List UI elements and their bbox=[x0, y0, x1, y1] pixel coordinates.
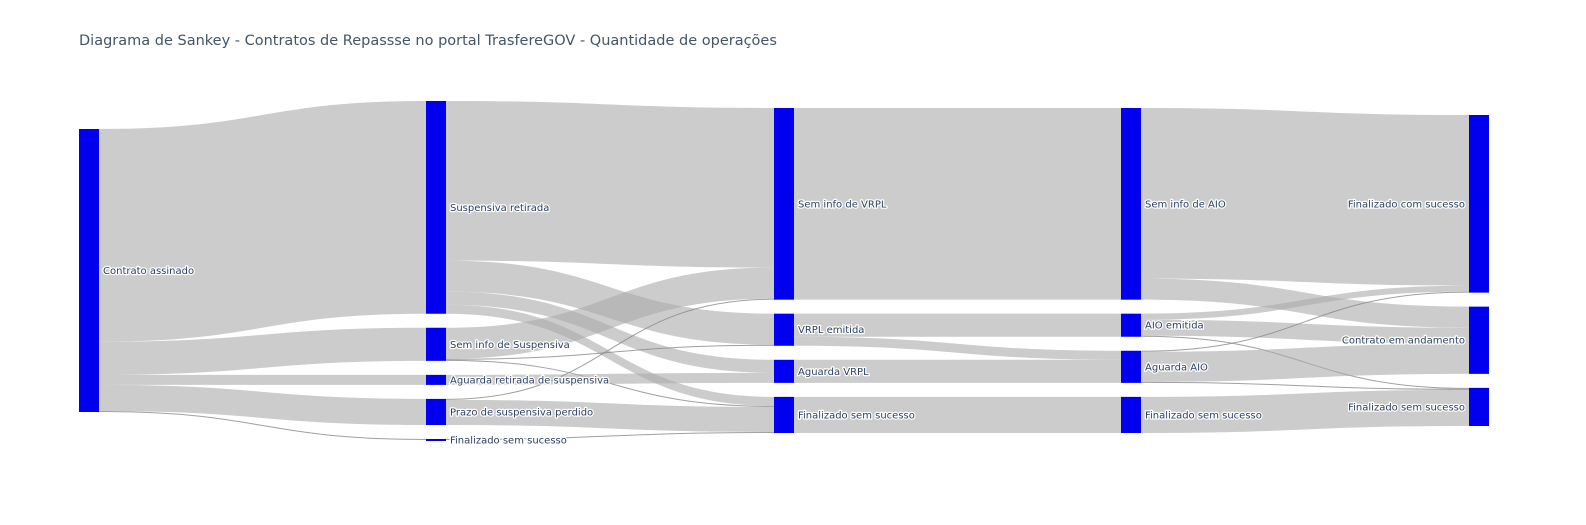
sankey-node-label-aguarda_aio: Aguarda AIO bbox=[1145, 362, 1208, 373]
sankey-labels: Contrato assinado Suspensiva retirada Sem … bbox=[102, 198, 1467, 448]
sankey-node-sem_info_aio bbox=[1121, 108, 1141, 300]
sankey-link-contrato_assinado-to-aguarda_retirada bbox=[99, 374, 426, 385]
sankey-link-contrato_assinado-to-sem_info_suspensiva bbox=[99, 327, 426, 375]
sankey-link-suspensiva_retirada-to-fin_sem_sucesso_2 bbox=[446, 304, 774, 406]
sankey-node-label-fin_sem_sucesso_2: Finalizado sem sucesso bbox=[798, 410, 915, 421]
sankey-link-sem_info_suspensiva-to-sem_info_vrpl bbox=[446, 267, 774, 359]
sankey-node-label-vrpl_emitida: VRPL emitida bbox=[798, 325, 864, 336]
sankey-link-suspensiva_retirada-to-aguarda_vrpl bbox=[446, 291, 774, 373]
sankey-node-label-fin_com_sucesso: Finalizado com sucesso bbox=[1348, 199, 1465, 210]
sankey-node-label-aguarda_vrpl: Aguarda VRPL bbox=[798, 367, 869, 378]
sankey-links bbox=[98, 101, 1470, 440]
sankey-link-suspensiva_retirada-to-sem_info_vrpl bbox=[446, 101, 774, 268]
sankey-link-contrato_assinado-to-fin_sem_sucesso_1 bbox=[98, 410, 427, 440]
sankey-node-sem_info_suspensiva bbox=[426, 327, 446, 361]
sankey-node-contrato_assinado bbox=[79, 129, 99, 412]
chart-title: Diagrama de Sankey - Contratos de Repass… bbox=[79, 33, 777, 49]
sankey-node-fin_sem_sucesso_3 bbox=[1121, 396, 1141, 433]
sankey-node-fin_sem_sucesso_2 bbox=[774, 396, 794, 433]
sankey-link-aio_emitida-to-contrato_andamento bbox=[1141, 319, 1469, 344]
sankey-link-sem_info_vrpl-to-sem_info_aio bbox=[794, 108, 1121, 300]
sankey-link-sem_info_suspensiva-to-vrpl_emitida bbox=[445, 344, 775, 360]
sankey-node-label-fin_sem_sucesso_4: Finalizado sem sucesso bbox=[1348, 402, 1465, 413]
sankey-node-vrpl_emitida bbox=[774, 313, 794, 346]
sankey-node-fin_com_sucesso bbox=[1469, 115, 1489, 293]
sankey-node-label-sem_info_vrpl: Sem info de VRPL bbox=[798, 199, 887, 210]
sankey-link-aguarda_retirada-to-aguarda_vrpl bbox=[446, 372, 774, 385]
sankey-node-prazo_perdido bbox=[426, 398, 446, 425]
sankey-link-vrpl_emitida-to-aio_emitida bbox=[794, 313, 1121, 337]
sankey-node-contrato_andamento bbox=[1469, 306, 1489, 374]
sankey-node-label-prazo_perdido: Prazo de suspensiva perdido bbox=[450, 407, 593, 418]
sankey-node-sem_info_vrpl bbox=[774, 108, 794, 300]
sankey-link-aguarda_aio-to-fin_sem_sucesso_4 bbox=[1140, 381, 1470, 390]
sankey-node-aio_emitida bbox=[1121, 313, 1141, 337]
sankey-node-fin_sem_sucesso_4 bbox=[1469, 387, 1489, 426]
sankey-node-label-sem_info_suspensiva: Sem info de Suspensiva bbox=[450, 340, 570, 351]
sankey-link-sem_info_aio-to-fin_com_sucesso bbox=[1141, 108, 1469, 286]
sankey-node-label-aio_emitida: AIO emitida bbox=[1145, 321, 1204, 332]
sankey-link-aio_emitida-to-fin_com_sucesso bbox=[1141, 285, 1469, 320]
sankey-link-contrato_assinado-to-suspensiva_retirada bbox=[99, 101, 426, 342]
sankey-link-prazo_perdido-to-sem_info_vrpl bbox=[445, 298, 775, 400]
sankey-node-aguarda_aio bbox=[1121, 350, 1141, 383]
sankey-node-label-fin_sem_sucesso_3: Finalizado sem sucesso bbox=[1145, 410, 1262, 421]
sankey-node-aguarda_retirada bbox=[426, 374, 446, 385]
sankey-node-label-contrato_andamento: Contrato em andamento bbox=[1342, 336, 1465, 347]
sankey-link-aguarda_aio-to-contrato_andamento bbox=[1141, 343, 1469, 382]
sankey-node-label-sem_info_aio: Sem info de AIO bbox=[1145, 199, 1226, 210]
sankey-node-label-fin_sem_sucesso_1: Finalizado sem sucesso bbox=[450, 435, 567, 446]
sankey-node-label-aguarda_retirada: Aguarda retirada de suspensiva bbox=[450, 375, 609, 386]
sankey-link-aguarda_aio-to-fin_com_sucesso bbox=[1140, 291, 1470, 352]
sankey-node-label-suspensiva_retirada: Suspensiva retirada bbox=[450, 203, 549, 214]
sankey-link-fin_sem_sucesso_1-to-fin_sem_sucesso_2 bbox=[445, 431, 775, 440]
sankey-link-aguarda_vrpl-to-aguarda_aio bbox=[794, 359, 1121, 383]
sankey-nodes bbox=[79, 101, 1489, 441]
sankey-link-fin_sem_sucesso_3-to-fin_sem_sucesso_4 bbox=[1141, 389, 1469, 433]
sankey-link-fin_sem_sucesso_2-to-fin_sem_sucesso_3 bbox=[794, 396, 1121, 433]
sankey-node-label-contrato_assinado: Contrato assinado bbox=[103, 266, 194, 277]
sankey-node-aguarda_vrpl bbox=[774, 359, 794, 383]
sankey-node-suspensiva_retirada bbox=[426, 101, 446, 314]
sankey-link-contrato_assinado-to-prazo_perdido bbox=[99, 384, 426, 425]
sankey-link-vrpl_emitida-to-aguarda_aio bbox=[794, 336, 1121, 360]
sankey-link-prazo_perdido-to-fin_sem_sucesso_2 bbox=[446, 399, 774, 432]
sankey-node-fin_sem_sucesso_1 bbox=[426, 438, 446, 441]
